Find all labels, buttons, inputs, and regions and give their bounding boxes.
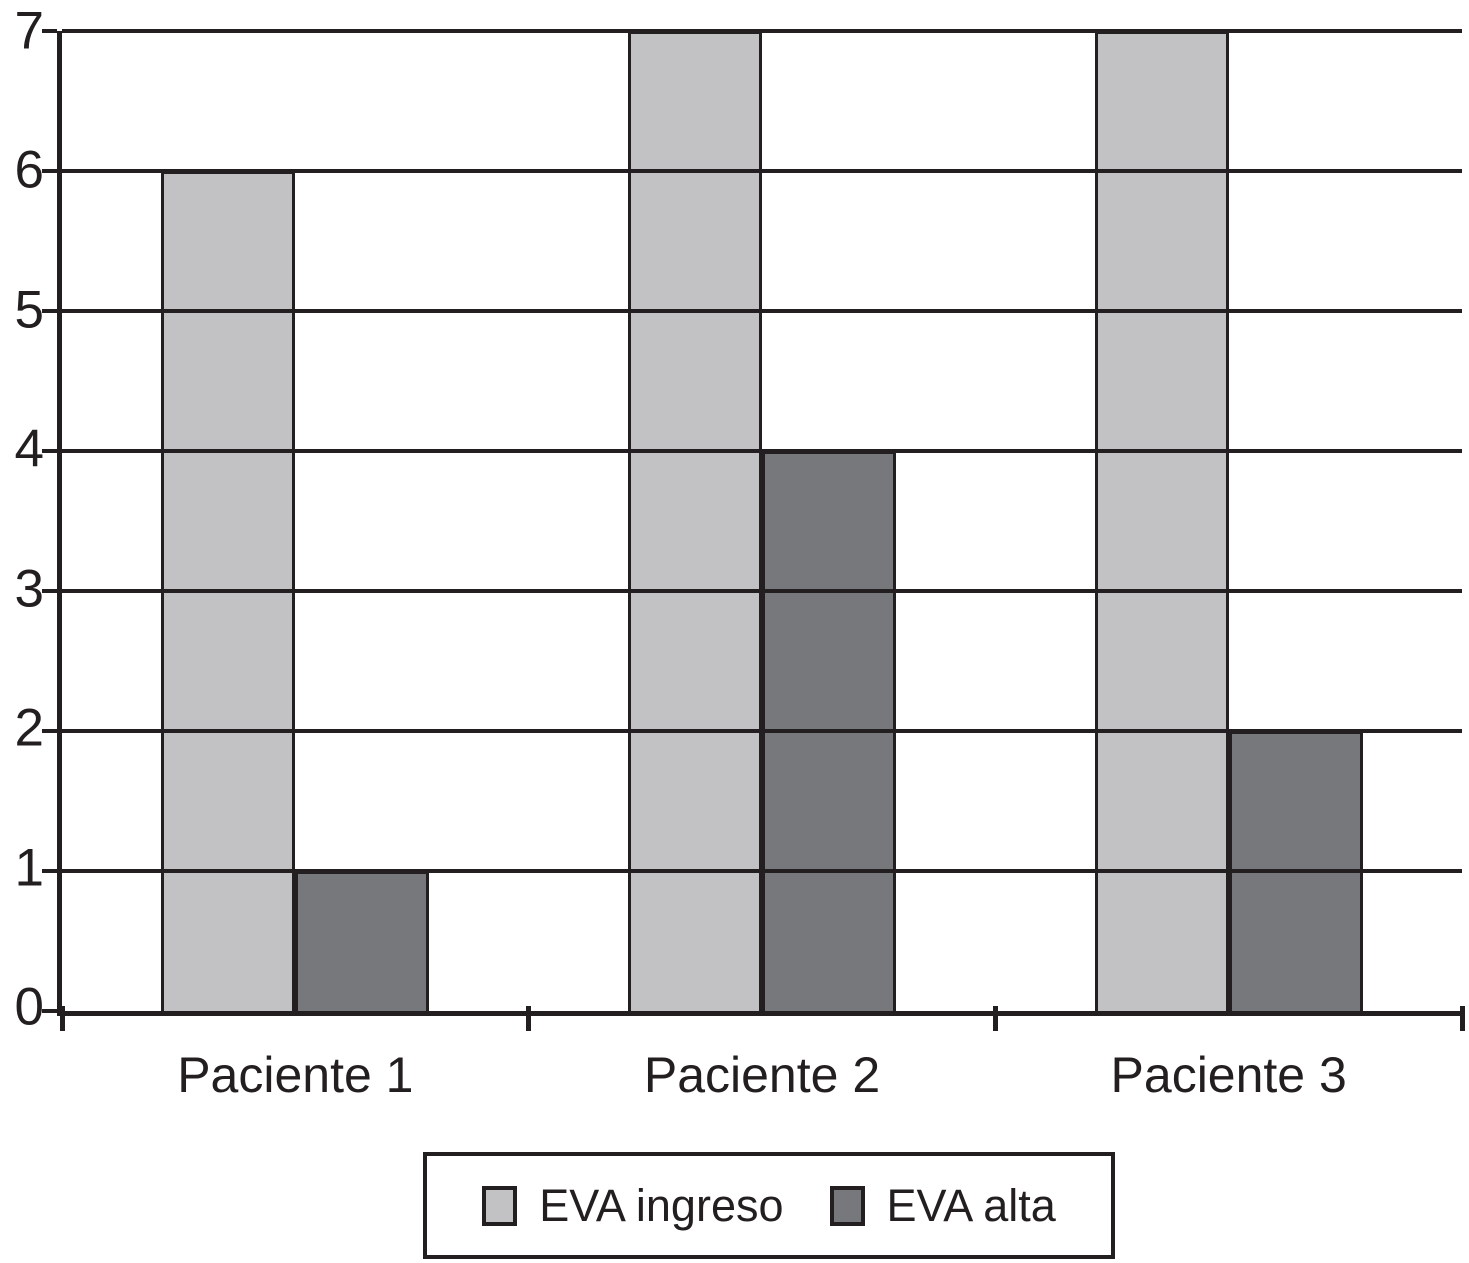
x-axis-label-paciente-1: Paciente 1: [177, 1047, 414, 1103]
gridline-7: [62, 29, 1462, 33]
bar-paciente-1-eva-alta: [295, 871, 430, 1011]
plot-area: [42, 29, 1465, 1031]
legend-label-eva-alta: EVA alta: [886, 1180, 1056, 1231]
y-axis-tick-0: [42, 1009, 57, 1013]
bar-paciente-3-eva-ingreso: [1094, 31, 1229, 1011]
x-axis-tick-0: [59, 1006, 65, 1031]
gridline-6: [62, 169, 1462, 173]
y-axis-tick-1: [42, 869, 57, 874]
y-axis-tick-6: [42, 169, 57, 173]
y-axis-tick-7: [42, 29, 57, 33]
y-axis-label-5: 5: [14, 280, 44, 340]
bar-group-paciente-3: [995, 31, 1462, 1011]
y-axis-label-2: 2: [14, 698, 44, 758]
legend-swatch-eva-alta-icon: [829, 1185, 865, 1226]
legend-label-eva-ingreso: EVA ingreso: [539, 1180, 784, 1231]
legend-item-eva-alta: EVA alta: [829, 1180, 1056, 1231]
legend-swatch-eva-ingreso-icon: [482, 1185, 518, 1226]
y-axis-label-7: 7: [14, 1, 44, 61]
y-axis-tick-2: [42, 729, 57, 734]
legend-item-eva-ingreso: EVA ingreso: [482, 1180, 784, 1231]
bar-group-paciente-1: [62, 31, 529, 1011]
y-axis-tick-3: [42, 589, 57, 593]
x-axis-tick-1: [526, 1006, 532, 1031]
y-axis-label-3: 3: [14, 559, 44, 619]
bar-groups: [62, 31, 1462, 1011]
x-axis-label-paciente-2: Paciente 2: [643, 1047, 881, 1103]
y-axis-label-0: 0: [14, 977, 44, 1037]
y-axis-tick-5: [42, 309, 57, 313]
gridline-2: [62, 729, 1462, 734]
x-axis-tick-2: [992, 1006, 998, 1031]
y-axis-label-1: 1: [14, 838, 44, 898]
legend: EVA ingreso EVA alta: [423, 1152, 1115, 1259]
y-axis-label-6: 6: [14, 140, 44, 200]
y-axis-label-4: 4: [14, 419, 44, 479]
x-axis-label-paciente-3: Paciente 3: [1110, 1047, 1347, 1103]
bar-pair-paciente-1: [161, 31, 430, 1011]
gridline-1: [62, 869, 1462, 874]
y-axis-tick-4: [42, 449, 57, 454]
bar-paciente-2-eva-ingreso: [628, 31, 762, 1011]
bar-group-paciente-2: [529, 31, 996, 1011]
gridline-4: [62, 449, 1462, 454]
gridline-3: [62, 589, 1462, 593]
bar-pair-paciente-3: [1094, 31, 1363, 1011]
gridline-5: [62, 309, 1462, 313]
x-axis-labels: Paciente 1 Paciente 2 Paciente 3: [62, 1048, 1462, 1108]
bar-pair-paciente-2: [628, 31, 896, 1011]
x-axis-tick-3: [1459, 1006, 1465, 1031]
